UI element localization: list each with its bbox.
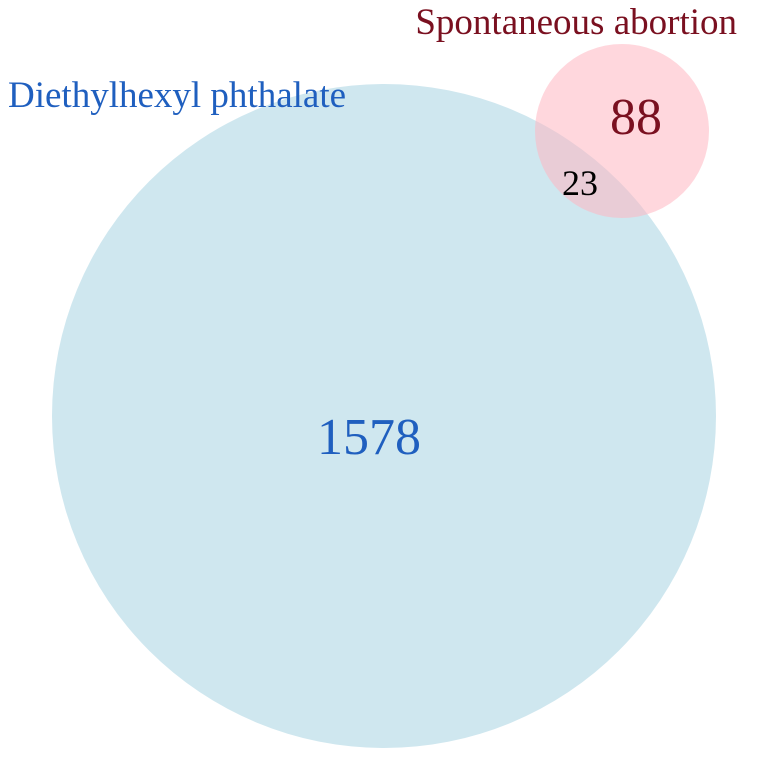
diethylhexyl-phthalate-label: Diethylhexyl phthalate bbox=[8, 75, 346, 116]
spontaneous-abortion-label: Spontaneous abortion bbox=[415, 2, 737, 43]
intersection-count: 23 bbox=[562, 163, 598, 203]
diethylhexyl-phthalate-circle bbox=[52, 84, 716, 748]
spontaneous-abortion-circle bbox=[535, 44, 709, 218]
spontaneous-abortion-only-count: 88 bbox=[610, 89, 662, 146]
diethylhexyl-phthalate-only-count: 1578 bbox=[317, 409, 421, 466]
